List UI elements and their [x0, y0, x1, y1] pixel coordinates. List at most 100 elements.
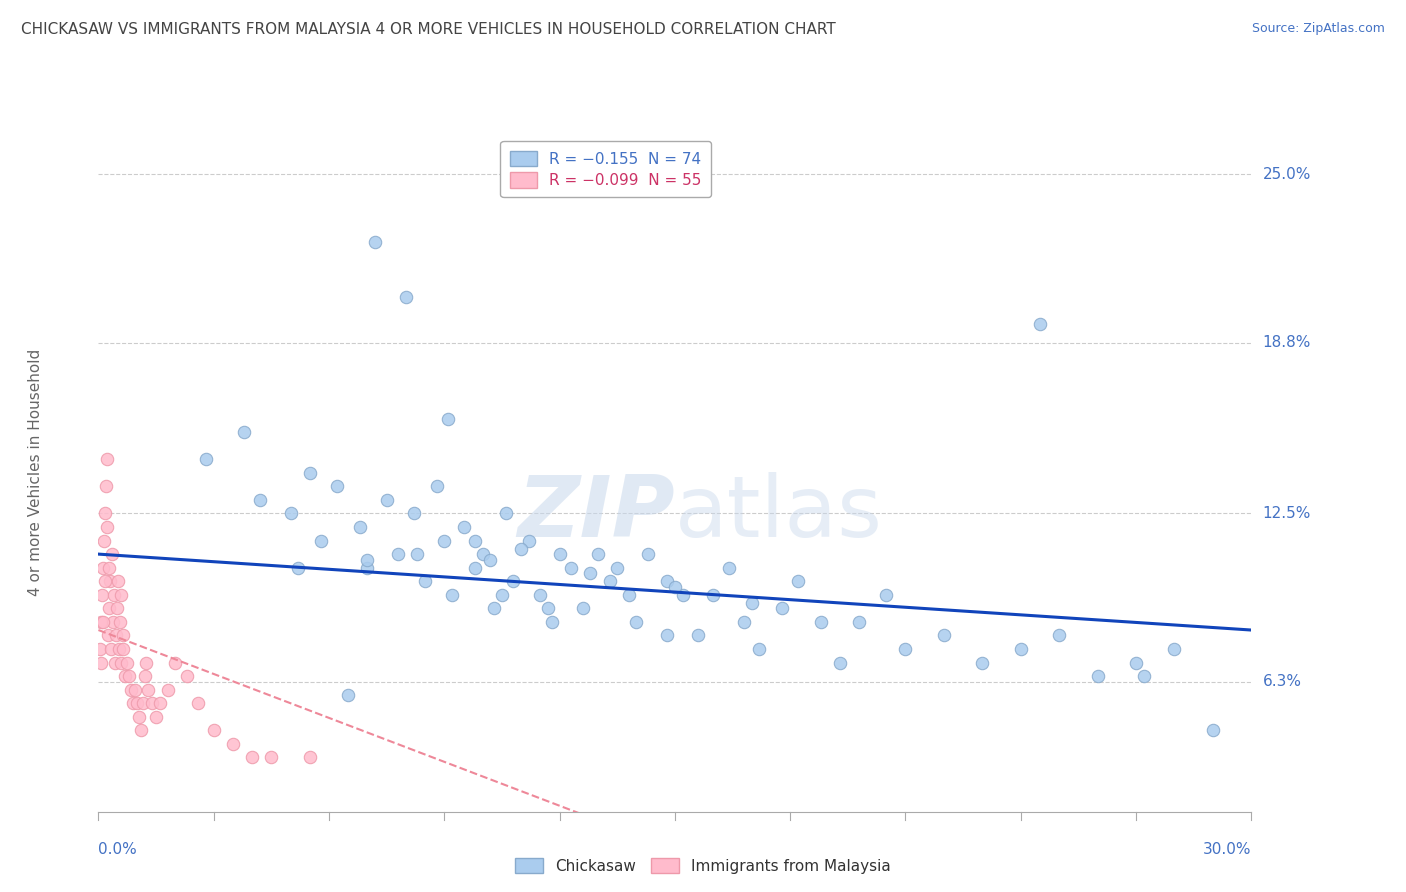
Point	[90, 656, 112, 670]
Point	[717, 560, 740, 574]
Point	[112, 642, 135, 657]
Point	[1010, 642, 1032, 657]
Point	[1163, 642, 1185, 657]
Point	[337, 688, 360, 702]
Text: atlas: atlas	[675, 472, 883, 555]
Point	[484, 601, 506, 615]
Point	[402, 507, 425, 521]
Point	[134, 669, 156, 683]
Point	[260, 750, 283, 764]
Point	[1202, 723, 1225, 738]
Point	[471, 547, 494, 561]
Point	[89, 642, 111, 657]
Point	[94, 574, 117, 589]
Point	[120, 682, 142, 697]
Legend: R = −0.155  N = 74, R = −0.099  N = 55: R = −0.155 N = 74, R = −0.099 N = 55	[501, 142, 711, 197]
Text: 12.5%: 12.5%	[1263, 506, 1310, 521]
Point	[502, 574, 524, 589]
Point	[287, 560, 309, 574]
Point	[101, 547, 124, 561]
Point	[90, 615, 112, 629]
Point	[748, 642, 770, 657]
Point	[894, 642, 917, 657]
Point	[810, 615, 832, 629]
Point	[453, 520, 475, 534]
Point	[117, 656, 138, 670]
Point	[91, 560, 114, 574]
Point	[437, 411, 460, 425]
Point	[686, 628, 709, 642]
Point	[298, 466, 321, 480]
Point	[138, 682, 160, 697]
Point	[848, 615, 870, 629]
Point	[349, 520, 371, 534]
Point	[101, 615, 124, 629]
Point	[93, 533, 115, 548]
Point	[145, 710, 167, 724]
Point	[1132, 669, 1154, 683]
Point	[671, 588, 693, 602]
Point	[91, 615, 114, 629]
Point	[830, 656, 852, 670]
Text: Source: ZipAtlas.com: Source: ZipAtlas.com	[1251, 22, 1385, 36]
Point	[91, 588, 114, 602]
Point	[280, 507, 302, 521]
Point	[94, 479, 117, 493]
Point	[107, 574, 129, 589]
Point	[772, 601, 794, 615]
Point	[156, 682, 179, 697]
Point	[1125, 656, 1147, 670]
Point	[464, 533, 486, 548]
Point	[100, 642, 122, 657]
Point	[406, 547, 429, 561]
Text: 25.0%: 25.0%	[1263, 167, 1310, 182]
Text: 0.0%: 0.0%	[98, 842, 138, 857]
Point	[105, 601, 128, 615]
Point	[325, 479, 347, 493]
Point	[104, 628, 127, 642]
Point	[98, 574, 121, 589]
Point	[149, 696, 172, 710]
Point	[96, 452, 118, 467]
Point	[108, 615, 131, 629]
Point	[702, 588, 724, 602]
Point	[560, 560, 582, 574]
Point	[240, 750, 263, 764]
Point	[495, 507, 517, 521]
Point	[195, 452, 218, 467]
Point	[129, 723, 152, 738]
Point	[586, 547, 609, 561]
Point	[375, 492, 398, 507]
Point	[96, 520, 118, 534]
Point	[103, 588, 125, 602]
Text: ZIP: ZIP	[517, 472, 675, 555]
Point	[571, 601, 593, 615]
Point	[537, 601, 560, 615]
Point	[1087, 669, 1109, 683]
Point	[626, 615, 648, 629]
Point	[491, 588, 513, 602]
Point	[433, 533, 456, 548]
Point	[107, 642, 129, 657]
Point	[579, 566, 602, 580]
Point	[741, 596, 763, 610]
Point	[356, 552, 378, 566]
Point	[111, 628, 134, 642]
Point	[972, 656, 994, 670]
Point	[135, 656, 157, 670]
Point	[125, 696, 148, 710]
Point	[114, 669, 136, 683]
Point	[98, 560, 121, 574]
Point	[657, 628, 679, 642]
Point	[786, 574, 808, 589]
Point	[637, 547, 659, 561]
Text: 4 or more Vehicles in Household: 4 or more Vehicles in Household	[28, 349, 42, 597]
Point	[733, 615, 755, 629]
Point	[657, 574, 679, 589]
Point	[187, 696, 209, 710]
Point	[118, 669, 141, 683]
Point	[141, 696, 163, 710]
Point	[479, 552, 502, 566]
Point	[529, 588, 551, 602]
Text: 30.0%: 30.0%	[1204, 842, 1251, 857]
